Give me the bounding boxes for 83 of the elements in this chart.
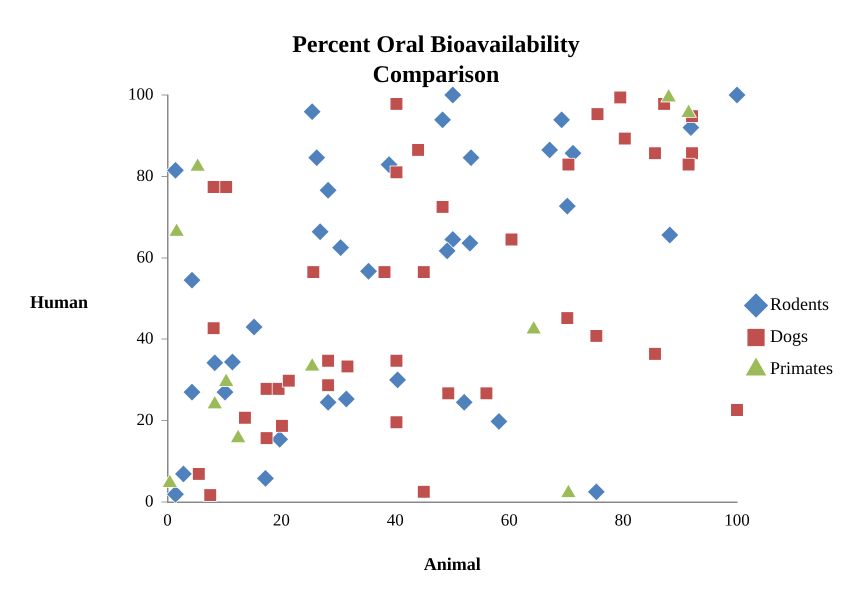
point — [728, 86, 746, 104]
y-axis-title: Human — [30, 292, 88, 313]
x-tick-label: 60 — [500, 510, 518, 530]
legend-label: Dogs — [770, 326, 808, 346]
x-tick-label: 80 — [614, 510, 632, 530]
point — [433, 110, 452, 130]
x-tick-label: 100 — [724, 510, 750, 530]
point — [307, 148, 326, 168]
point — [275, 419, 289, 433]
point — [359, 262, 378, 281]
point — [260, 431, 274, 445]
point — [174, 464, 193, 484]
point — [310, 222, 330, 242]
point — [321, 354, 335, 368]
point — [223, 352, 242, 372]
point — [390, 354, 404, 368]
x-tick-label: 40 — [386, 510, 404, 530]
point — [443, 230, 462, 249]
point — [302, 102, 322, 122]
point — [460, 234, 480, 253]
y-tick-label: 100 — [128, 84, 154, 104]
point — [321, 378, 335, 392]
point — [182, 382, 202, 402]
point — [219, 180, 233, 194]
point — [306, 265, 320, 279]
y-tick-label: 0 — [145, 491, 154, 510]
point — [182, 270, 202, 290]
point — [558, 196, 577, 216]
point — [660, 226, 680, 244]
point — [206, 321, 220, 335]
point — [336, 390, 356, 408]
x-tick-label: 0 — [163, 510, 172, 530]
y-tick-label: 20 — [136, 410, 154, 430]
legend-label: Primates — [770, 358, 834, 378]
point — [462, 148, 480, 168]
point — [205, 353, 224, 372]
point — [206, 180, 220, 194]
point — [648, 146, 662, 160]
point — [417, 485, 431, 499]
point — [560, 311, 574, 325]
point — [682, 158, 696, 172]
point — [562, 158, 576, 172]
point — [730, 403, 744, 417]
point — [540, 140, 560, 160]
point — [390, 415, 404, 429]
point — [618, 132, 632, 146]
point — [417, 265, 431, 279]
point — [586, 482, 606, 502]
point — [590, 329, 604, 343]
point — [590, 107, 604, 121]
point — [552, 110, 571, 130]
point — [318, 392, 338, 412]
point — [490, 412, 508, 431]
point — [331, 238, 350, 258]
point — [454, 392, 474, 412]
point — [238, 410, 252, 425]
y-tick-label: 60 — [136, 247, 154, 266]
point — [438, 241, 457, 260]
point — [378, 265, 392, 279]
legend-label: Rodents — [770, 294, 830, 314]
point — [411, 143, 425, 157]
point — [436, 200, 450, 214]
point — [203, 488, 217, 502]
point — [480, 386, 494, 400]
point — [318, 180, 338, 200]
point — [282, 374, 296, 388]
point — [388, 370, 407, 390]
point — [192, 467, 206, 481]
point — [340, 360, 354, 374]
x-tick-label: 20 — [272, 510, 290, 530]
y-tick-label: 80 — [136, 166, 154, 185]
point — [442, 386, 456, 400]
point — [504, 232, 518, 246]
chart-title: Percent Oral Bioavailability Comparison — [291, 31, 581, 90]
x-axis-title: Animal — [424, 554, 481, 574]
point — [390, 97, 404, 111]
point — [648, 347, 662, 361]
point — [244, 318, 264, 336]
y-tick-label: 40 — [136, 328, 154, 348]
point — [166, 160, 185, 180]
point — [256, 468, 275, 488]
point — [613, 90, 628, 104]
point — [390, 166, 404, 180]
